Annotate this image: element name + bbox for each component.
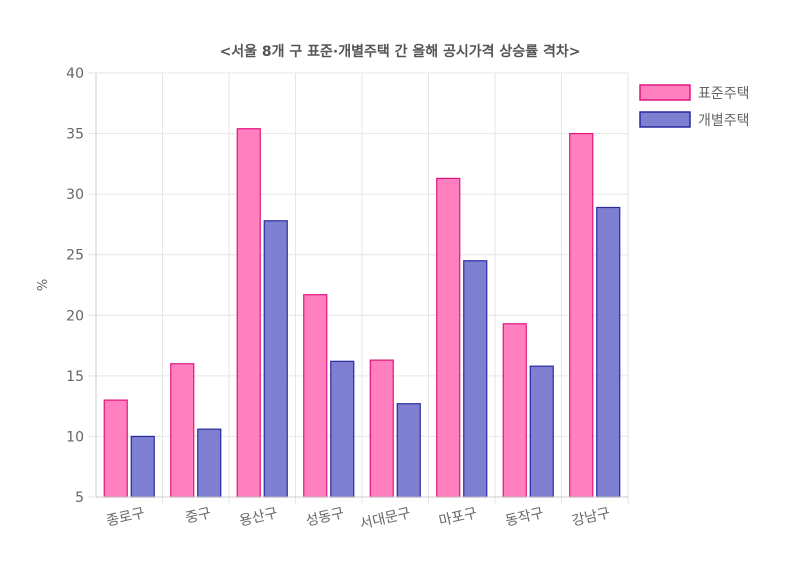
- chart-title: <서울 8개 구 표준·개별주택 간 올해 공시가격 상승률 격차>: [220, 43, 581, 60]
- bar-standard-0[interactable]: [103, 399, 128, 498]
- grid: [88, 72, 629, 504]
- legend-swatch-1[interactable]: [639, 111, 691, 128]
- bar-standard-6[interactable]: [502, 323, 527, 498]
- bar-individual-1[interactable]: [197, 428, 222, 498]
- y-tick-label: 10: [66, 429, 84, 445]
- y-axis-label: %: [36, 279, 51, 291]
- bar-individual-7[interactable]: [596, 206, 621, 498]
- x-tick-label: 중구: [184, 505, 213, 526]
- y-tick-label: 25: [66, 248, 84, 264]
- bar-individual-5[interactable]: [463, 260, 488, 498]
- x-tick-label: 강남구: [570, 505, 611, 529]
- bar-individual-3[interactable]: [330, 360, 355, 498]
- bar-individual-0[interactable]: [130, 435, 155, 498]
- legend-label-0[interactable]: 표준주택: [698, 86, 750, 102]
- x-tick-label: 용산구: [238, 505, 279, 529]
- y-tick-label: 5: [75, 490, 84, 506]
- y-tick-label: 40: [66, 66, 84, 82]
- bars: [103, 128, 621, 498]
- bar-standard-5[interactable]: [436, 177, 461, 498]
- bar-individual-4[interactable]: [396, 403, 421, 498]
- bar-individual-6[interactable]: [529, 365, 554, 498]
- bar-individual-2[interactable]: [263, 220, 288, 498]
- y-tick-label: 20: [66, 308, 84, 324]
- x-tick-label: 동작구: [504, 505, 545, 529]
- x-tick-label: 종로구: [105, 505, 146, 529]
- bar-standard-4[interactable]: [369, 359, 394, 498]
- bar-standard-7[interactable]: [569, 132, 594, 498]
- y-tick-label: 35: [66, 127, 84, 143]
- bar-standard-3[interactable]: [303, 294, 328, 498]
- x-tick-label: 서대문구: [358, 505, 412, 532]
- y-tick-label: 30: [66, 187, 84, 203]
- bar-standard-2[interactable]: [236, 128, 261, 498]
- y-tick-label: 15: [66, 369, 84, 385]
- legend-label-1[interactable]: 개별주택: [698, 113, 750, 129]
- bar-standard-1[interactable]: [170, 363, 195, 498]
- legend-swatch-0[interactable]: [639, 84, 691, 101]
- x-tick-label: 마포구: [437, 505, 478, 529]
- x-tick-label: 성동구: [304, 505, 345, 529]
